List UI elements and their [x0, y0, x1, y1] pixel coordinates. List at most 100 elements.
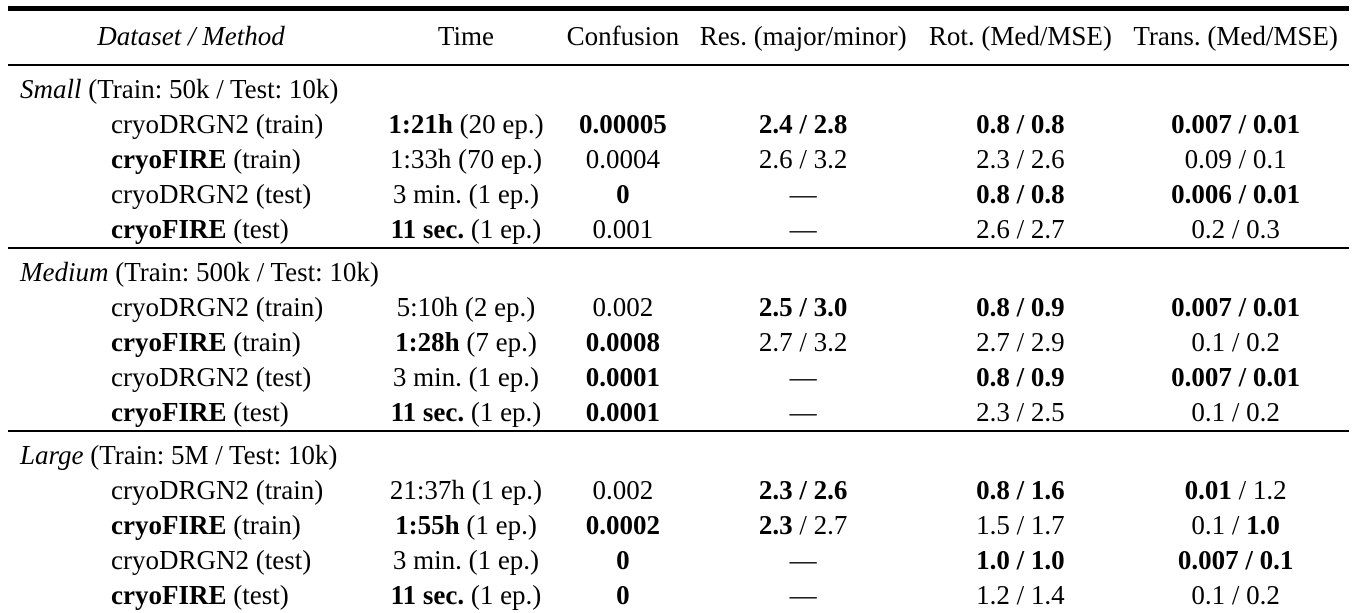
bold-value: 1:28h — [395, 327, 460, 357]
method-cell: cryoFIRE (train) — [8, 508, 374, 543]
value-cell: 0 — [558, 543, 688, 578]
bold-value: 0.8 / 0.8 — [976, 179, 1065, 209]
value-cell: 1:55h (1 ep.) — [374, 508, 558, 543]
value-cell: 0.002 — [558, 290, 688, 325]
value: 0.1 / 0.2 — [1191, 580, 1280, 610]
value: cryoDRGN2 (test) — [111, 179, 312, 209]
bold-value: 0.8 / 0.8 — [976, 109, 1065, 139]
bold-value: 2.4 / 2.8 — [758, 109, 848, 139]
value: / 2.7 — [792, 510, 848, 540]
bold-value: 0.8 / 0.9 — [976, 292, 1065, 322]
value-cell: 0 — [558, 177, 688, 212]
bold-value: 0.00005 — [578, 109, 667, 139]
value: 2.6 / 3.2 — [758, 144, 848, 174]
value-cell: 0.2 / 0.3 — [1122, 212, 1349, 248]
table-row: cryoFIRE (train) 1:33h (70 ep.) 0.0004 2.6 … — [8, 142, 1349, 177]
value: 0.002 — [592, 292, 654, 322]
bold-value: cryoFIRE — [111, 397, 227, 427]
value: (20 ep.) — [452, 109, 544, 139]
value-cell: 0.002 — [558, 473, 688, 508]
value-cell: 0.01 / 1.2 — [1122, 473, 1349, 508]
table-row: cryoDRGN2 (test) 3 min. (1 ep.) 0.0001 — 0.8… — [8, 360, 1349, 395]
bold-value: 0.007 / 0.01 — [1171, 362, 1301, 392]
value: — — [789, 545, 817, 575]
value: 2.3 / 2.5 — [976, 397, 1065, 427]
value: 2.6 / 2.7 — [976, 214, 1065, 244]
table-row: cryoFIRE (test) 11 sec. (1 ep.) 0.001—2.6 … — [8, 212, 1349, 248]
value-cell: 0.0002 — [558, 508, 688, 543]
value-cell: 2.3 / 2.6 — [919, 142, 1123, 177]
value: — — [789, 179, 817, 209]
value: 0.1 / 0.2 — [1191, 397, 1280, 427]
value: 2.7 / 2.9 — [976, 327, 1065, 357]
value-cell: 11 sec. (1 ep.) — [374, 395, 558, 431]
method-cell: cryoFIRE (test) — [8, 395, 374, 431]
value-cell: 0.1 / 0.2 — [1122, 395, 1349, 431]
value-cell: — — [688, 543, 919, 578]
section-header-row: Medium (Train: 500k / Test: 10k) — [8, 247, 1349, 290]
value-cell: 0.007 / 0.01 — [1122, 360, 1349, 395]
value: — — [789, 397, 817, 427]
method-cell: cryoDRGN2 (test) — [8, 543, 374, 578]
value-cell: 3 min. (1 ep.) — [374, 177, 558, 212]
bold-value: cryoFIRE — [111, 327, 227, 357]
value: 3 min. (1 ep.) — [392, 545, 540, 575]
bold-value: 0.0001 — [585, 397, 660, 427]
bold-value: 0.01 — [1184, 475, 1232, 505]
value: (train) — [226, 510, 301, 540]
value: — — [789, 214, 817, 244]
section-label: Small (Train: 50k / Test: 10k) — [20, 74, 339, 104]
table-row: cryoDRGN2 (train) 5:10h (2 ep.) 0.002 2.5 /… — [8, 290, 1349, 325]
bold-value: cryoFIRE — [111, 214, 227, 244]
bold-value: 1.0 / 1.0 — [976, 545, 1065, 575]
value: 0.09 / 0.1 — [1184, 144, 1287, 174]
bold-value: cryoFIRE — [111, 144, 227, 174]
bold-value: 0.006 / 0.01 — [1171, 179, 1301, 209]
value-cell: 2.3 / 2.5 — [919, 395, 1123, 431]
bold-value: cryoFIRE — [111, 510, 227, 540]
value-cell: 0.007 / 0.01 — [1122, 107, 1349, 142]
value-cell: 0.8 / 0.9 — [919, 360, 1123, 395]
method-cell: cryoDRGN2 (test) — [8, 177, 374, 212]
value-cell: 11 sec. (1 ep.) — [374, 578, 558, 613]
value: (train) — [226, 144, 301, 174]
value-cell: 0.0001 — [558, 395, 688, 431]
header-row: Dataset / Method Time Confusion Res. (ma… — [8, 8, 1349, 66]
value-cell: 0.0004 — [558, 142, 688, 177]
value: cryoDRGN2 (train) — [111, 475, 324, 505]
value: (test) — [226, 397, 289, 427]
section-label: Large (Train: 5M / Test: 10k) — [8, 430, 1349, 473]
table-row: cryoDRGN2 (test) 3 min. (1 ep.) 0 — 0.8 / 0.… — [8, 177, 1349, 212]
value: (1 ep.) — [459, 510, 537, 540]
value: 21:37h (1 ep.) — [389, 475, 543, 505]
value-cell: 2.6 / 2.7 — [919, 212, 1123, 248]
value: — — [789, 580, 817, 610]
bold-value: 0 — [616, 545, 630, 575]
bold-value: 0.0002 — [585, 510, 660, 540]
value-cell: 0.09 / 0.1 — [1122, 142, 1349, 177]
dataset-name: Small — [20, 74, 82, 104]
table-row: cryoDRGN2 (train) 1:21h (20 ep.) 0.00005 2.… — [8, 107, 1349, 142]
bold-value: 1.0 — [1246, 510, 1280, 540]
value-cell: 3 min. (1 ep.) — [374, 543, 558, 578]
value-cell: 0.007 / 0.1 — [1122, 543, 1349, 578]
bold-value: 0.007 / 0.1 — [1177, 545, 1294, 575]
bold-value: 2.3 — [758, 510, 793, 540]
value-cell: 1:33h (70 ep.) — [374, 142, 558, 177]
bold-value: 0.8 / 0.9 — [976, 362, 1065, 392]
value-cell: — — [688, 578, 919, 613]
value-cell: 0.0001 — [558, 360, 688, 395]
value-cell: 2.3 / 2.6 — [688, 473, 919, 508]
method-cell: cryoDRGN2 (train) — [8, 107, 374, 142]
value-cell: 0.007 / 0.01 — [1122, 290, 1349, 325]
value: 3 min. (1 ep.) — [392, 362, 540, 392]
section-header-row: Small (Train: 50k / Test: 10k) — [8, 65, 1349, 107]
value: 1.2 / 1.4 — [976, 580, 1065, 610]
section-label: Medium (Train: 500k / Test: 10k) — [8, 247, 1349, 290]
value-cell: 1.5 / 1.7 — [919, 508, 1123, 543]
table-row: cryoFIRE (train) 1:55h (1 ep.) 0.0002 2.3 /… — [8, 508, 1349, 543]
value-cell: 2.4 / 2.8 — [688, 107, 919, 142]
value: 3 min. (1 ep.) — [392, 179, 540, 209]
value-cell: 0.006 / 0.01 — [1122, 177, 1349, 212]
